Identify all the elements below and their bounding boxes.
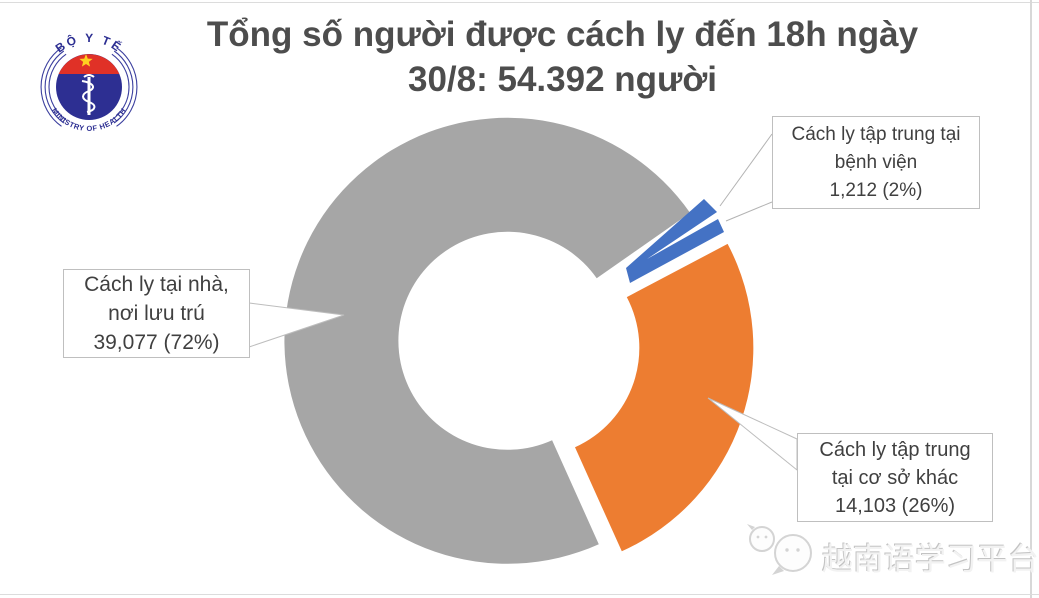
callout-other-line1: Cách ly tập trung <box>819 438 971 461</box>
page-border-right <box>1030 0 1032 598</box>
ministry-of-health-logo: BỘ Y TẾ MINISTRY OF HEALTH <box>40 31 138 133</box>
page-border-top <box>0 2 1039 3</box>
slice-other <box>575 243 754 552</box>
callout-box-other: Cách ly tập trung tại cơ sở khác 14,103 … <box>797 433 993 522</box>
chart-title-line2: 30/8: 54.392 người <box>408 60 717 99</box>
logo-ring-arcs <box>40 47 138 127</box>
callout-box-home: Cách ly tại nhà, nơi lưu trú 39,077 (72%… <box>63 269 250 358</box>
callout-hospital-value: 1,212 (2%) <box>829 179 923 201</box>
callout-home-line2: nơi lưu trú <box>108 302 205 325</box>
logo-star-icon <box>79 54 93 67</box>
callout-hospital-line2: bệnh viện <box>834 151 918 173</box>
wechat-bubbles-icon <box>747 524 812 575</box>
callout-home-line1: Cách ly tại nhà, <box>84 273 229 296</box>
chart-title-line1: Tổng số người được cách ly đến 18h ngày <box>206 15 919 54</box>
callout-other-value: 14,103 (26%) <box>834 494 956 517</box>
leader-line-hospital-2 <box>725 201 773 222</box>
logo-staff-icon <box>81 74 96 115</box>
watermark-text: 越南语学习平台 <box>822 542 1039 577</box>
callout-home-value: 39,077 (72%) <box>93 331 220 354</box>
leader-line-hospital-1 <box>719 133 773 207</box>
callout-other-line2: tại cơ sở khác <box>831 466 959 489</box>
callout-hospital-line1: Cách ly tập trung tại <box>791 123 961 145</box>
callout-box-hospital: Cách ly tập trung tại bệnh viện 1,212 (2… <box>772 116 980 209</box>
page-border-bottom <box>0 594 1039 595</box>
slice-home <box>284 117 691 564</box>
chart-title: Tổng số người được cách ly đến 18h ngày … <box>140 12 985 102</box>
slice-hospital <box>626 199 724 283</box>
